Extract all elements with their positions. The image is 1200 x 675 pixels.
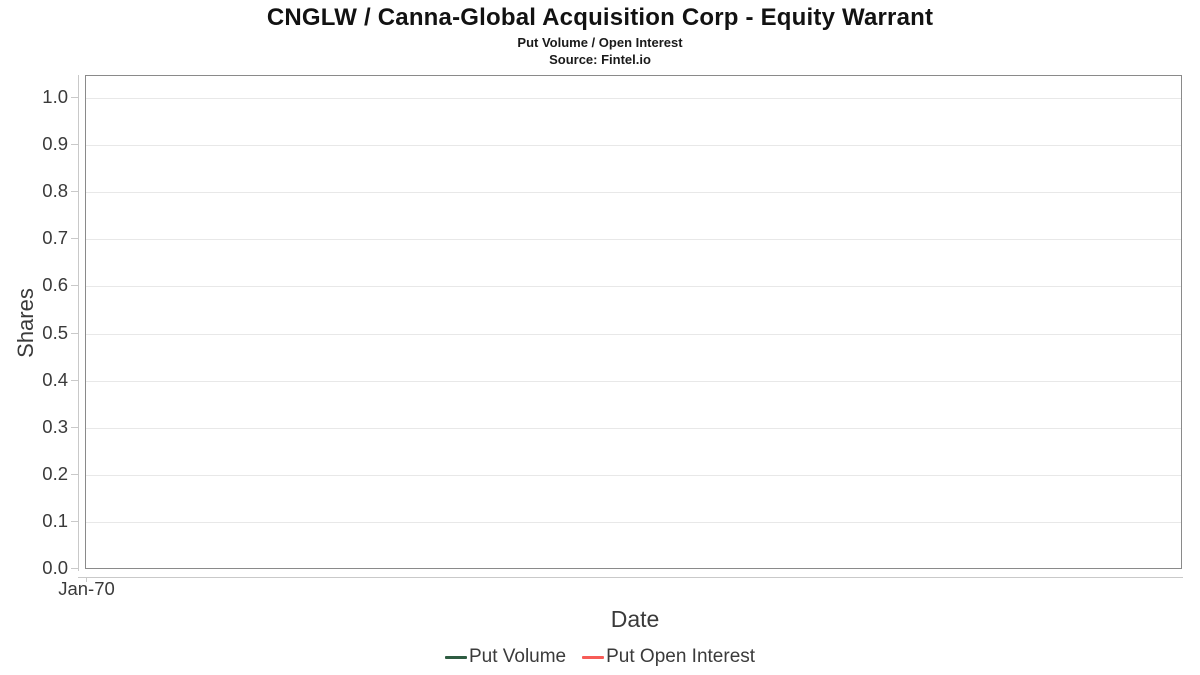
legend-line-marker: [582, 655, 605, 659]
legend-label: Put Open Interest: [606, 646, 756, 667]
gridline: [86, 98, 1181, 99]
y-axis-title: Shares: [13, 288, 38, 358]
y-tick-mark: [71, 380, 78, 381]
gridline: [86, 428, 1181, 429]
y-tick-mark: [71, 333, 78, 334]
gridline: [86, 381, 1181, 382]
plot-area: [85, 75, 1182, 569]
y-tick-label: 0.3: [42, 416, 68, 437]
y-tick-mark: [71, 97, 78, 98]
x-tick-mark: [86, 577, 87, 582]
chart-subtitle: Put Volume / Open Interest: [517, 35, 683, 50]
y-tick-mark: [71, 568, 78, 569]
y-tick-label: 0.7: [42, 227, 68, 248]
legend-item-put-volume[interactable]: Put Volume: [444, 646, 567, 668]
y-tick-label: 0.4: [42, 369, 68, 390]
gridline: [86, 522, 1181, 523]
legend: Put Volume Put Open Interest: [0, 646, 1200, 668]
x-axis-title: Date: [610, 606, 660, 632]
y-tick-label: 0.8: [42, 180, 68, 201]
chart-title: CNGLW / Canna-Global Acquisition Corp - …: [266, 4, 934, 31]
y-tick-mark: [71, 238, 78, 239]
gridline: [86, 475, 1181, 476]
y-tick-label: 0.9: [42, 133, 68, 154]
x-tick-label: Jan-70: [58, 578, 115, 599]
chart-source-credit: Source: Fintel.io: [549, 52, 651, 67]
y-tick-label: 1.0: [42, 86, 68, 107]
gridline: [86, 334, 1181, 335]
y-axis-line: [78, 75, 79, 571]
legend-item-put-open-interest[interactable]: Put Open Interest: [582, 646, 755, 668]
gridline: [86, 286, 1181, 287]
y-tick-mark: [71, 191, 78, 192]
y-tick-mark: [71, 427, 78, 428]
y-tick-mark: [71, 521, 78, 522]
legend-label: Put Volume: [468, 646, 567, 667]
y-tick-mark: [71, 285, 78, 286]
legend-line-marker: [444, 655, 467, 659]
x-axis-line: [78, 577, 1183, 578]
y-tick-label: 0.5: [42, 322, 68, 343]
y-tick-mark: [71, 144, 78, 145]
gridline: [86, 145, 1181, 146]
y-tick-label: 0.0: [42, 557, 68, 578]
y-tick-label: 0.1: [42, 510, 68, 531]
y-tick-mark: [71, 474, 78, 475]
gridline: [86, 239, 1181, 240]
y-tick-label: 0.2: [42, 463, 68, 484]
y-tick-label: 0.6: [42, 274, 68, 295]
gridline: [86, 192, 1181, 193]
